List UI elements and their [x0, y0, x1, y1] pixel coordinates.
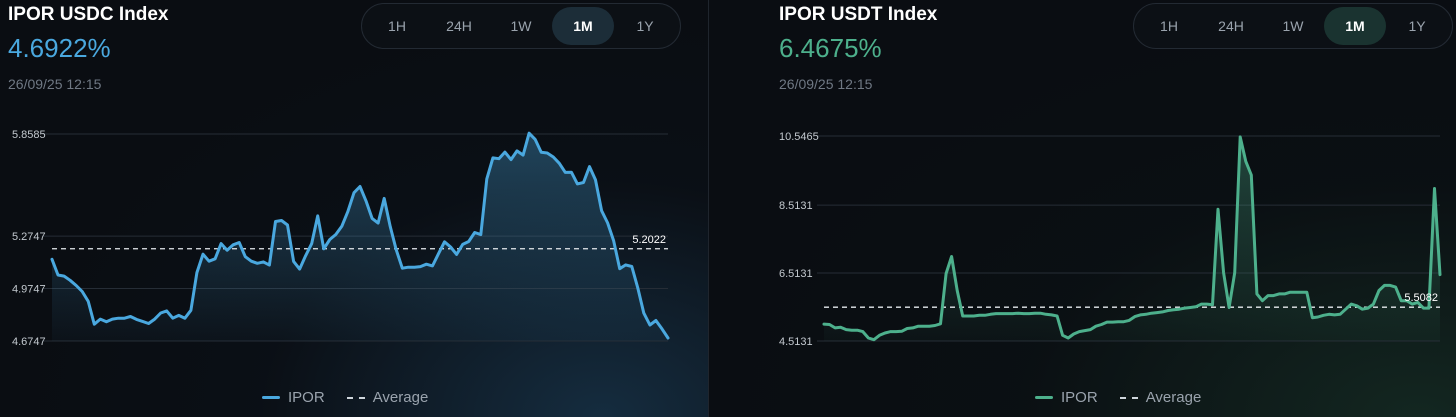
usdt-index-panel: IPOR USDT Index 6.4675% 26/09/25 12:15 1…: [709, 0, 1456, 417]
usdc-period-1y[interactable]: 1Y: [636, 18, 654, 34]
usdc-ytick-label: 5.8585: [12, 129, 46, 141]
usdc-legend-average[interactable]: Average: [346, 389, 429, 406]
usdc-period-24h[interactable]: 24H: [446, 18, 472, 34]
usdt-legend-series[interactable]: IPOR: [1035, 389, 1098, 406]
usdt-legend-swatch: [1035, 396, 1053, 399]
usdt-period-1h[interactable]: 1H: [1160, 18, 1178, 34]
usdc-period-1h[interactable]: 1H: [388, 18, 406, 34]
usdc-period-1m[interactable]: 1M: [552, 7, 614, 45]
usdt-legend: IPOR Average: [1035, 389, 1201, 406]
usdt-ytick-label: 8.5131: [779, 200, 813, 212]
usdc-legend-series-label: IPOR: [288, 389, 325, 406]
usdc-ytick-label: 4.6747: [12, 336, 46, 348]
usdc-chart: 5.8585 5.2747 4.9747 4.6747 5.2022: [12, 129, 670, 348]
usdc-period-1w[interactable]: 1W: [510, 18, 532, 34]
usdc-legend-average-label: Average: [372, 389, 429, 406]
usdc-index-panel: IPOR USDC Index 4.6922% 26/09/25 12:15 1…: [0, 0, 708, 417]
usdt-series-area: [824, 136, 1440, 341]
usdt-period-selector: 1H 24H 1W 1M 1Y: [1133, 3, 1453, 49]
usdt-period-1m[interactable]: 1M: [1324, 7, 1386, 45]
usdc-legend-swatch: [262, 396, 280, 399]
usdc-legend: IPOR Average: [262, 389, 428, 406]
panel-divider: [708, 0, 709, 417]
usdt-index-value: 6.4675%: [779, 33, 882, 63]
usdc-legend-series[interactable]: IPOR: [262, 389, 325, 406]
usdc-index-title: IPOR USDC Index: [8, 4, 169, 25]
usdt-legend-dash: [1119, 396, 1138, 399]
usdc-legend-dash: [346, 396, 365, 399]
usdc-series-line: [50, 131, 670, 340]
usdt-legend-average[interactable]: Average: [1119, 389, 1202, 406]
usdc-ytick-label: 5.2747: [12, 231, 46, 243]
usdc-average-label: 5.2022: [632, 234, 666, 246]
usdt-series-line: [822, 135, 1442, 342]
usdc-period-selector: 1H 24H 1W 1M 1Y: [361, 3, 681, 49]
usdc-ytick-label: 4.9747: [12, 284, 46, 296]
usdt-ytick-label: 6.5131: [779, 268, 813, 280]
usdt-index-title: IPOR USDT Index: [779, 4, 938, 25]
usdt-period-1y[interactable]: 1Y: [1408, 18, 1426, 34]
usdt-legend-average-label: Average: [1145, 389, 1202, 406]
usdt-average-label: 5.5082: [1404, 292, 1438, 304]
usdt-period-24h[interactable]: 24H: [1218, 18, 1244, 34]
usdt-index-date: 26/09/25 12:15: [779, 76, 873, 92]
usdc-index-value: 4.6922%: [8, 33, 111, 63]
usdt-ytick-label: 10.5465: [779, 131, 819, 143]
usdc-index-date: 26/09/25 12:15: [8, 76, 102, 92]
usdc-series-area: [52, 133, 668, 341]
usdt-period-1w[interactable]: 1W: [1282, 18, 1304, 34]
usdt-chart: 10.5465 8.5131 6.5131 4.5131 5.5082: [779, 131, 1442, 348]
usdt-ytick-label: 4.5131: [779, 336, 813, 348]
usdt-legend-series-label: IPOR: [1061, 389, 1098, 406]
